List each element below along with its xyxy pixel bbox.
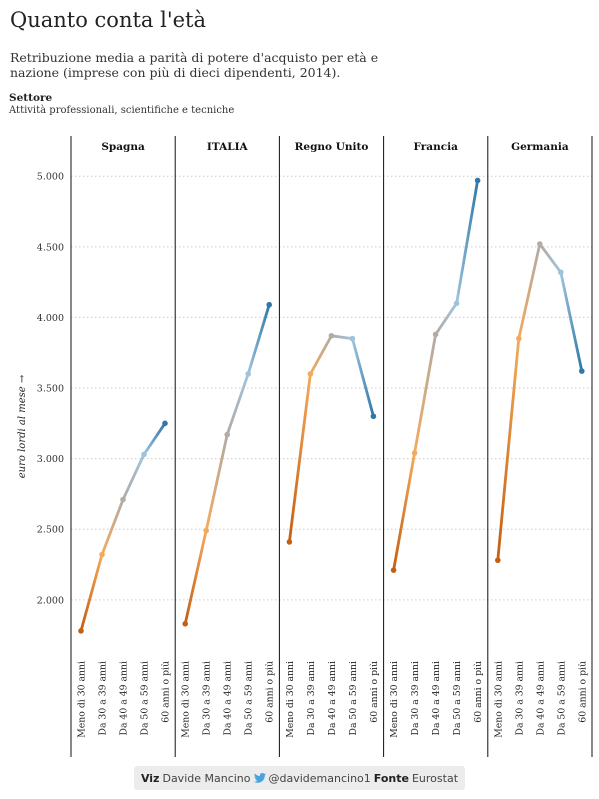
data-point bbox=[579, 368, 585, 374]
x-tick-label: Da 30 a 39 anni bbox=[98, 661, 109, 736]
x-tick-label: Da 40 a 49 anni bbox=[535, 661, 546, 736]
x-tick-label: Meno di 30 anni bbox=[181, 661, 192, 738]
data-point bbox=[328, 332, 335, 339]
data-point bbox=[349, 335, 356, 342]
source-label: Fonte bbox=[373, 771, 409, 785]
x-tick-label: Da 30 a 39 anni bbox=[202, 661, 213, 736]
x-tick-label: Da 40 a 49 anni bbox=[223, 661, 234, 736]
x-tick-label: Da 50 a 59 anni bbox=[348, 661, 359, 736]
data-point bbox=[141, 451, 147, 458]
y-tick-label: 2.500 bbox=[37, 525, 64, 536]
data-point bbox=[286, 539, 293, 545]
x-tick-label: Da 30 a 39 anni bbox=[306, 661, 317, 736]
data-point bbox=[78, 628, 84, 634]
x-tick-label: 60 anni o più bbox=[265, 661, 276, 723]
data-point bbox=[203, 527, 209, 534]
data-point bbox=[370, 413, 377, 420]
series-line bbox=[288, 334, 375, 544]
x-tick-label: Da 40 a 49 anni bbox=[327, 661, 338, 736]
series-line bbox=[392, 179, 479, 572]
series-line bbox=[183, 303, 271, 626]
y-tick-label: 3.500 bbox=[37, 384, 64, 395]
x-tick-label: Da 30 a 39 anni bbox=[514, 661, 525, 736]
data-point bbox=[224, 431, 230, 438]
x-tick-label: Da 40 a 49 anni bbox=[431, 661, 442, 736]
data-point bbox=[411, 450, 418, 456]
data-point bbox=[245, 371, 251, 377]
panel-title-germania: Germania bbox=[511, 141, 569, 153]
panel-title-regno-unito: Regno Unito bbox=[295, 141, 369, 153]
y-tick-label: 4.000 bbox=[37, 313, 64, 324]
viz-author: Davide Mancino bbox=[162, 771, 251, 785]
twitter-bird-icon bbox=[253, 773, 266, 783]
sector-value: Attività professionali, scientifiche e t… bbox=[9, 105, 235, 116]
data-point bbox=[162, 420, 168, 427]
y-tick-label: 5.000 bbox=[37, 172, 64, 183]
x-tick-label: 60 anni o più bbox=[161, 661, 172, 723]
data-point bbox=[307, 371, 314, 377]
x-tick-label: Meno di 30 anni bbox=[285, 661, 296, 738]
sector-heading: Settore bbox=[9, 92, 53, 104]
data-point bbox=[474, 177, 481, 184]
x-tick-label: Meno di 30 anni bbox=[493, 661, 504, 738]
data-point bbox=[453, 300, 460, 307]
x-tick-label: Da 50 a 59 anni bbox=[244, 661, 255, 736]
panel-title-italia: ITALIA bbox=[207, 141, 249, 153]
y-axis-label: euro lordi al mese → bbox=[17, 374, 28, 478]
data-point bbox=[537, 241, 543, 247]
page-subtitle: Retribuzione media a parità di potere d'… bbox=[10, 50, 379, 80]
viz-label: Viz bbox=[140, 771, 160, 785]
series-line bbox=[496, 242, 584, 562]
source-value: Eurostat bbox=[411, 771, 459, 785]
x-tick-label: Da 50 a 59 anni bbox=[140, 661, 151, 736]
y-tick-label: 4.500 bbox=[37, 242, 64, 253]
twitter-handle: @davidemancino1 bbox=[268, 771, 371, 785]
x-tick-label: Da 50 a 59 anni bbox=[452, 661, 463, 736]
data-point bbox=[516, 335, 522, 342]
data-point bbox=[495, 557, 501, 564]
credits-footer: Viz Davide Mancino @davidemancino1 Fonte… bbox=[134, 766, 465, 790]
data-point bbox=[99, 551, 105, 558]
data-point bbox=[120, 496, 126, 503]
x-tick-label: 60 anni o più bbox=[369, 661, 380, 723]
data-point bbox=[390, 567, 397, 573]
data-point bbox=[558, 269, 564, 276]
panel-title-spagna: Spagna bbox=[101, 141, 145, 153]
x-tick-label: 60 anni o più bbox=[473, 661, 484, 723]
x-tick-label: Meno di 30 anni bbox=[77, 661, 88, 738]
page-title: Quanto conta l'età bbox=[10, 8, 206, 32]
panel-title-francia: Francia bbox=[413, 141, 458, 153]
y-tick-label: 3.000 bbox=[37, 454, 64, 465]
x-tick-label: Da 30 a 39 anni bbox=[410, 661, 421, 736]
data-point bbox=[266, 301, 273, 308]
data-point bbox=[432, 331, 439, 338]
x-tick-label: Da 40 a 49 anni bbox=[119, 661, 130, 736]
x-tick-label: Meno di 30 anni bbox=[389, 661, 400, 738]
x-tick-label: 60 anni o più bbox=[577, 661, 588, 723]
x-tick-label: Da 50 a 59 anni bbox=[556, 661, 567, 736]
y-tick-label: 2.000 bbox=[37, 595, 64, 606]
data-point bbox=[182, 621, 188, 627]
